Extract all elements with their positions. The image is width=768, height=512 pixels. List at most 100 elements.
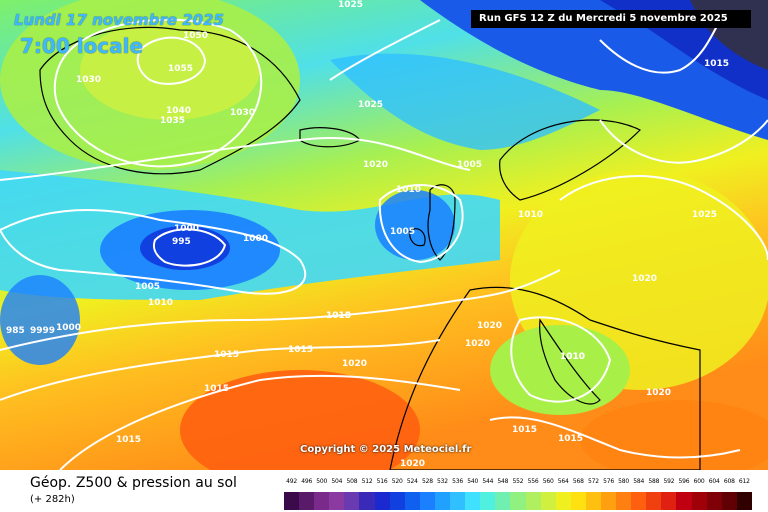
scale-label: 508 (346, 478, 358, 485)
map-canvas: 1025 1050 1055 1030 1040 1035 1030 1025 … (0, 0, 768, 470)
isobar-value: 1010 (326, 311, 351, 321)
scale-swatch (600, 492, 617, 510)
scale-label: 544 (482, 478, 494, 485)
scale-swatch (329, 492, 345, 510)
scale-swatch (480, 492, 496, 510)
isobar-value: 1055 (168, 64, 193, 74)
scale-label: 496 (301, 478, 313, 485)
isobar-value: 1015 (204, 384, 229, 394)
color-scale: 492 496 500 504 508 512 516 520 524 528 532 536 540 5… (284, 478, 752, 512)
scale-swatch (616, 492, 632, 510)
scale-label: 504 (331, 478, 343, 485)
scale-swatch (419, 492, 435, 510)
isobar-value: 1005 (390, 227, 415, 237)
isobar-value: 1025 (692, 210, 717, 220)
scale-swatch (676, 492, 692, 510)
isobar-value: 9999 (30, 326, 55, 336)
scale-label: 556 (527, 478, 539, 485)
scale-swatch (450, 492, 466, 510)
isobar-value: 1015 (214, 350, 239, 360)
scale-labels: 492 496 500 504 508 512 516 520 524 528 532 536 540 5… (284, 478, 752, 490)
isobar-value: 1010 (396, 185, 421, 195)
isobar-value: 1015 (512, 425, 537, 435)
scale-swatch (691, 492, 707, 510)
run-banner: Run GFS 12 Z du Mercredi 5 novembre 2025 (471, 10, 751, 28)
isobar-value: 1020 (632, 274, 657, 284)
scale-label: 596 (678, 478, 690, 485)
scale-swatch (570, 492, 586, 510)
scale-label: 540 (467, 478, 479, 485)
scale-swatch (314, 492, 330, 510)
scale-swatch (344, 492, 360, 510)
isobar-value: 1000 (243, 234, 268, 244)
scale-label: 536 (452, 478, 463, 485)
scale-swatch (631, 492, 647, 510)
isobar-value: 1015 (326, 311, 351, 321)
scale-label: 516 (376, 478, 388, 485)
isobar-value: 1005 (135, 282, 160, 292)
isobar-value: 1000 (174, 224, 199, 234)
isobar-value: 1015 (288, 345, 313, 355)
isobar-value: 1010 (560, 352, 585, 362)
scale-label: 600 (693, 478, 705, 485)
footer: Géop. Z500 & pression au sol (+ 282h) 49… (0, 470, 768, 512)
scale-swatch (434, 492, 451, 510)
scale-label: 588 (648, 478, 660, 485)
scale-label: 528 (421, 478, 433, 485)
scale-label: 500 (316, 478, 328, 485)
isobar-labels: 1025 1050 1055 1030 1040 1035 1030 1025 … (6, 0, 729, 469)
isobar-value: 1010 (560, 352, 585, 362)
isobar-value: 1015 (704, 59, 729, 69)
scale-label: 532 (437, 478, 448, 485)
scale-label: 604 (708, 478, 720, 485)
isobars (0, 18, 768, 470)
forecast-lead: (+ 282h) (30, 494, 75, 505)
scale-label: 524 (406, 478, 418, 485)
isobar-value: 1005 (457, 160, 482, 170)
forecast-date: Lundi 17 novembre 2025 (14, 11, 224, 29)
weather-map: 1025 1050 1055 1030 1040 1035 1030 1025 … (0, 0, 768, 470)
isobar-value: 1015 (116, 435, 141, 445)
scale-swatch (646, 492, 662, 510)
scale-swatch (404, 492, 420, 510)
scale-label: 512 (361, 478, 373, 485)
forecast-time: 7:00 locale (20, 34, 144, 58)
isobar-value: 1020 (400, 459, 425, 469)
scale-swatch (359, 492, 375, 510)
scale-label: 560 (542, 478, 554, 485)
isobar-value: 1020 (342, 359, 367, 369)
scale-swatch (510, 492, 526, 510)
isobar-value: 1040 (166, 106, 191, 116)
scale-swatch (495, 492, 511, 510)
isobar-value: 1010 (148, 298, 173, 308)
scale-swatch (284, 492, 300, 510)
scale-bar (284, 492, 752, 510)
scale-label: 612 (738, 478, 750, 485)
isobar-value: 1030 (230, 108, 255, 118)
coastlines (39, 26, 701, 470)
scale-swatch (736, 492, 752, 510)
isobar-value: 1050 (183, 31, 208, 41)
isobar-value: 1025 (358, 100, 383, 110)
scale-swatch (299, 492, 315, 510)
scale-label: 572 (587, 478, 599, 485)
isobar-value: 1020 (646, 388, 671, 398)
isobar-value: 1035 (160, 116, 185, 126)
scale-label: 580 (618, 478, 630, 485)
scale-swatch (706, 492, 722, 510)
scale-swatch (525, 492, 541, 510)
scale-label: 568 (572, 478, 584, 485)
isobar-value: 1030 (76, 75, 101, 85)
scale-label: 576 (603, 478, 614, 485)
isobar-value: 1000 (56, 323, 81, 333)
map-title: Géop. Z500 & pression au sol (30, 475, 237, 491)
scale-label: 608 (723, 478, 735, 485)
scale-label: 592 (663, 478, 675, 485)
scale-swatch (389, 492, 405, 510)
scale-label: 564 (557, 478, 569, 485)
isobar-value: 1020 (477, 321, 502, 331)
scale-label: 584 (633, 478, 645, 485)
scale-swatch (661, 492, 677, 510)
scale-label: 492 (286, 478, 297, 485)
isobar-value: 995 (172, 237, 191, 247)
